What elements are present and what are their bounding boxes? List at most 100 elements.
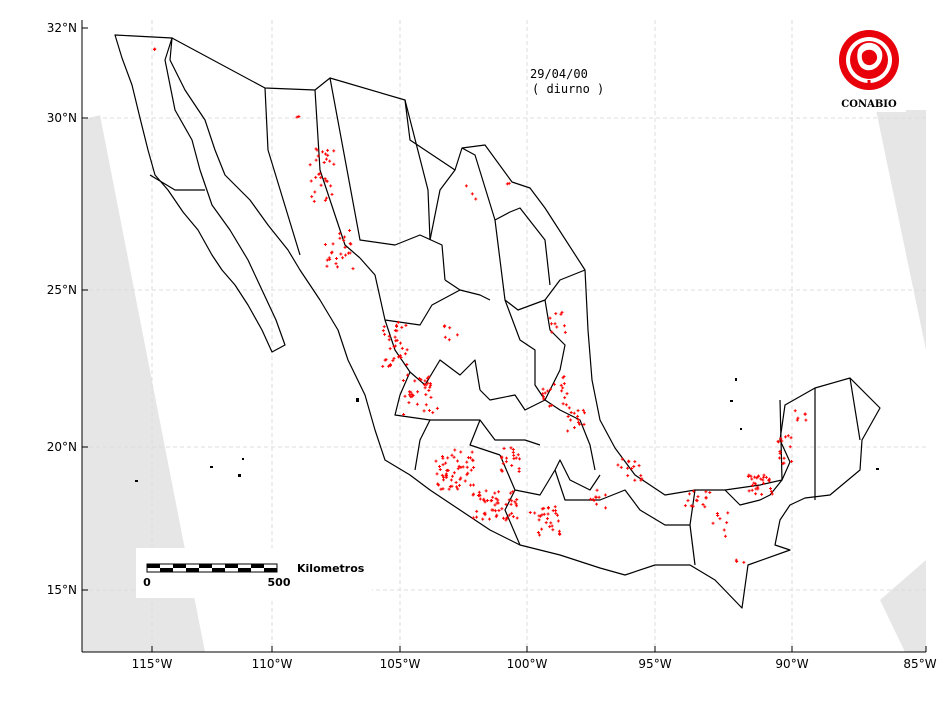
fire-hotspot: [323, 177, 327, 181]
fire-hotspot: [393, 344, 397, 348]
fire-hotspot: [330, 192, 334, 196]
fire-hotspot: [493, 491, 497, 495]
fire-hotspot: [404, 323, 408, 327]
fire-hotspot: [509, 446, 513, 450]
fire-hotspot: [509, 491, 513, 495]
fire-hotspot: [348, 229, 352, 233]
fire-hotspot: [626, 474, 630, 478]
fire-hotspot: [315, 148, 319, 152]
fire-hotspot: [528, 511, 532, 515]
fire-hotspot: [324, 152, 328, 156]
fire-hotspot: [500, 456, 504, 460]
fire-hotspot: [512, 453, 516, 457]
fire-hotspot: [322, 161, 326, 165]
fire-hotspot: [694, 498, 698, 502]
fire-hotspot: [546, 506, 550, 510]
fire-hotspot: [343, 235, 347, 239]
fire-hotspot: [689, 504, 693, 508]
fire-hotspot: [323, 242, 327, 246]
fire-hotspot: [436, 482, 440, 486]
fire-hotspot: [446, 468, 450, 472]
fire-hotspot: [465, 465, 469, 469]
baja-california-outline: [114, 34, 286, 353]
x-tick-90w: 90°W: [775, 657, 808, 671]
y-tick-32n: 32°N: [47, 21, 77, 35]
fire-hotspot: [472, 492, 476, 496]
fire-hotspot: [502, 446, 506, 450]
fire-hotspot: [482, 497, 486, 501]
fire-hotspot: [683, 504, 687, 508]
fire-hotspot: [784, 435, 787, 439]
fire-hotspot: [778, 451, 782, 455]
fire-hotspot: [395, 323, 399, 327]
fire-hotspot: [465, 460, 469, 464]
fire-hotspot: [447, 338, 451, 342]
fire-hotspot: [324, 157, 328, 161]
fire-hotspot: [504, 502, 508, 506]
fire-hotspot: [545, 517, 549, 521]
fire-hotspot: [456, 459, 460, 463]
fire-hotspot: [581, 408, 585, 412]
fire-hotspot: [440, 473, 444, 477]
fire-hotspot: [566, 415, 570, 419]
fire-hotspot: [424, 383, 428, 387]
fire-hotspot: [742, 560, 746, 564]
fire-hotspot: [501, 516, 505, 520]
fire-hotspot: [387, 364, 391, 368]
fire-hotspot: [457, 464, 461, 468]
fire-hotspot: [556, 519, 560, 523]
fire-hotspot: [351, 267, 355, 271]
fire-hotspot: [754, 482, 758, 486]
fire-hotspot: [594, 495, 598, 499]
fire-hotspot: [410, 395, 414, 399]
fire-hotspot: [725, 521, 729, 525]
fire-hotspot: [716, 514, 720, 518]
fire-hotspot: [767, 477, 771, 481]
fire-hotspot: [458, 477, 462, 481]
fire-hotspot: [550, 403, 554, 407]
fire-hotspot: [589, 497, 593, 501]
fire-hotspot: [569, 418, 573, 422]
fire-hotspot: [441, 456, 445, 460]
fire-hotspot: [394, 339, 398, 343]
fire-hotspot: [335, 265, 339, 269]
fire-hotspot: [400, 325, 404, 329]
fire-hotspot: [490, 508, 494, 512]
fire-hotspot: [703, 505, 707, 509]
fire-hotspot: [442, 478, 446, 482]
fire-hotspot: [505, 516, 509, 520]
fire-hotspot: [569, 410, 573, 414]
fire-hotspot: [450, 453, 454, 457]
fire-hotspot: [541, 395, 545, 399]
fire-hotspot: [402, 413, 406, 417]
fire-hotspot: [708, 490, 712, 494]
fire-hotspot: [493, 503, 497, 507]
fire-hotspot: [509, 502, 513, 506]
fire-hotspot: [325, 258, 329, 262]
fire-hotspot: [424, 393, 428, 397]
fire-hotspot: [781, 462, 785, 466]
x-tick-105w: 105°W: [380, 657, 421, 671]
fire-hotspot: [297, 115, 301, 119]
fire-hotspot: [553, 322, 557, 326]
fire-hotspot: [335, 256, 339, 260]
fire-hotspot: [314, 158, 318, 162]
fire-hotspot: [326, 148, 330, 152]
fire-hotspot: [542, 512, 546, 516]
fire-hotspot: [438, 464, 442, 468]
fire-hotspot: [548, 316, 552, 320]
fire-hotspot: [633, 460, 637, 464]
fire-hotspot: [319, 183, 323, 187]
fire-hotspot: [627, 460, 631, 464]
fire-hotspot: [515, 498, 519, 502]
fire-hotspot: [495, 501, 499, 505]
fire-hotspot: [734, 558, 738, 562]
fire-hotspot: [403, 394, 407, 398]
fire-hotspot: [455, 333, 459, 337]
fire-hotspot: [616, 463, 620, 467]
fire-hotspot: [332, 149, 336, 153]
fire-hotspot: [769, 489, 773, 493]
fire-hotspot: [536, 530, 540, 534]
scale-end: 500: [268, 576, 291, 589]
fire-hotspot: [510, 499, 514, 503]
